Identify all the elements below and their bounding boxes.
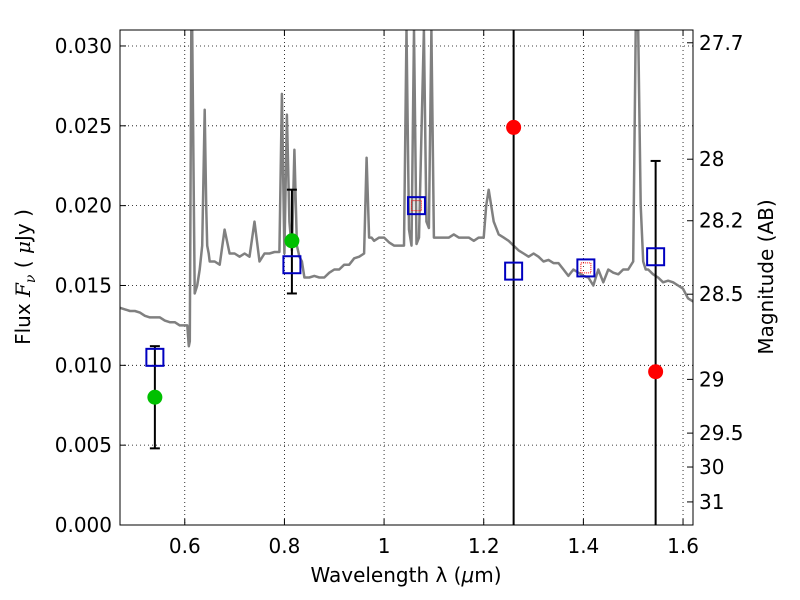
grid — [120, 30, 693, 525]
plot-area — [120, 30, 693, 525]
y2-tick-label: 28 — [699, 147, 724, 171]
x-tick-label: 0.8 — [269, 534, 301, 558]
y-axis-label: Flux Fν ( μJy ) — [11, 209, 39, 345]
y-tick-label: 0.005 — [55, 433, 112, 457]
x-tick-label: 1.6 — [667, 534, 699, 558]
y-tick-label: 0.025 — [55, 114, 112, 138]
model-spectrum-line — [120, 30, 693, 348]
green-point — [284, 233, 300, 249]
x-tick-label: 1.2 — [468, 534, 500, 558]
y-tick-label: 0.030 — [55, 34, 112, 58]
y2-axis-label: Magnitude (AB) — [754, 199, 778, 354]
x-tick-label: 1 — [378, 534, 391, 558]
y2-tick-label: 30 — [699, 455, 724, 479]
y2-tick-label: 27.7 — [699, 31, 744, 55]
y-tick-label: 0.010 — [55, 353, 112, 377]
observed-box — [646, 247, 666, 267]
y2-tick-label: 29.5 — [699, 421, 744, 445]
red-point — [506, 119, 522, 135]
y-tick-label: 0.020 — [55, 194, 112, 218]
x-tick-label: 0.6 — [169, 534, 201, 558]
x-tick-label: 1.4 — [567, 534, 599, 558]
green-point — [147, 389, 163, 405]
axes-ticks: 0.6 0.8 1 1.2 1.4 1.6 0.000 0.005 0.010 0.015 0.02… — [55, 30, 744, 558]
model-box — [410, 200, 422, 212]
plot-frame — [119, 29, 694, 526]
y2-tick-label: 28.2 — [699, 209, 744, 233]
observed-box — [576, 258, 596, 278]
observed-box — [504, 261, 524, 281]
y2-tick-label: 28.5 — [699, 282, 744, 306]
y2-tick-label: 31 — [699, 490, 724, 514]
observed-box — [406, 196, 426, 216]
red-point — [648, 364, 664, 380]
x-axis-label: Wavelength λ (μm) — [310, 563, 501, 587]
observed-box — [145, 347, 165, 367]
y2-tick-label: 29 — [699, 367, 724, 391]
model-box — [580, 262, 592, 274]
y-tick-label: 0.000 — [55, 513, 112, 537]
observed-box — [282, 255, 302, 275]
y-tick-label: 0.015 — [55, 273, 112, 297]
